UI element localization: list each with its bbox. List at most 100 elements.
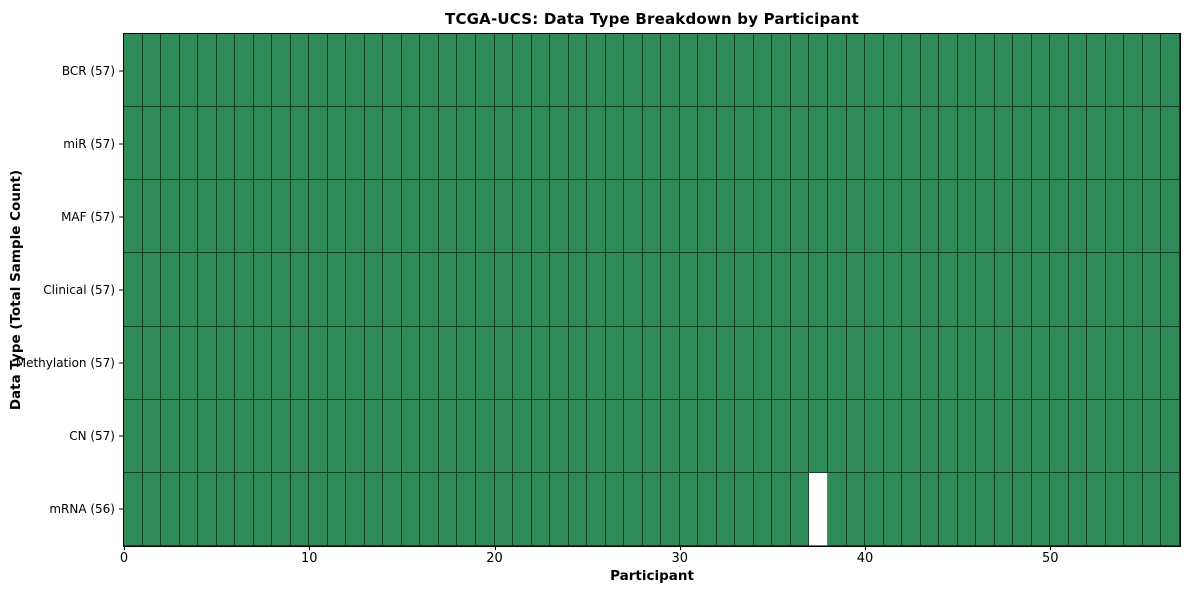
cell-BCR-p29-present [661,34,680,108]
cell-Methylation-p18-present [457,326,476,400]
cell-Methylation-p29-present [661,326,680,400]
cell-mRNA-p24-present [568,472,588,546]
cell-Methylation-p20-present [494,326,514,400]
y-tick-label-mRNA: mRNA (56) [49,502,115,517]
cell-BCR-p34-present [753,34,773,108]
y-tick-label-Clinical: Clinical (57) [43,283,115,297]
cell-MAF-p47-present [994,180,1014,254]
cell-BCR-p12-present [346,34,365,108]
cell-miR-p9-present [290,107,310,181]
cell-CN-p6-present [235,399,254,473]
cell-Clinical-p47-present [994,253,1014,327]
cell-MAF-p22-present [531,180,551,254]
cell-mRNA-p17-present [438,472,458,546]
cell-CN-p30-present [679,399,699,473]
cell-Methylation-p9-present [290,326,310,400]
cell-Methylation-p4-present [198,326,217,400]
cell-BCR-p32-present [716,34,736,108]
cell-CN-p34-present [753,399,773,473]
cell-CN-p31-present [698,399,717,473]
cell-miR-p18-present [457,107,476,181]
cell-miR-p43-present [920,107,940,181]
cell-BCR-p36-present [790,34,810,108]
cell-miR-p19-present [475,107,495,181]
cell-mRNA-p26-present [605,472,625,546]
cell-mRNA-p6-present [235,472,254,546]
cell-Methylation-p43-present [920,326,940,400]
cell-mRNA-p33-present [735,472,754,546]
cell-mRNA-p0-present [124,472,143,546]
cell-MAF-p28-present [642,180,662,254]
cell-Clinical-p54-present [1124,253,1143,327]
cell-miR-p21-present [513,107,532,181]
cell-miR-p34-present [753,107,773,181]
cell-mRNA-p10-present [309,472,328,546]
cell-mRNA-p2-present [161,472,180,546]
cell-BCR-p45-present [957,34,977,108]
cell-BCR-p38-present [827,34,847,108]
cell-Methylation-p31-present [698,326,717,400]
cell-BCR-p42-present [902,34,921,108]
x-tick-mark [124,546,125,550]
x-tick-label-30: 30 [671,551,689,566]
cell-miR-p11-present [327,107,347,181]
cell-BCR-p7-present [253,34,273,108]
cell-mRNA-p25-present [587,472,606,546]
cell-BCR-p1-present [142,34,162,108]
cell-BCR-p37-present [809,34,828,108]
cell-Clinical-p52-present [1087,253,1106,327]
cell-miR-p22-present [531,107,551,181]
cell-mRNA-p28-present [642,472,662,546]
cell-Methylation-p17-present [438,326,458,400]
cell-Clinical-p26-present [605,253,625,327]
cell-Methylation-p19-present [475,326,495,400]
cell-CN-p28-present [642,399,662,473]
cell-Clinical-p55-present [1142,253,1162,327]
cell-MAF-p29-present [661,180,680,254]
cell-miR-p37-present [809,107,828,181]
cell-CN-p48-present [1013,399,1032,473]
cell-mRNA-p11-present [327,472,347,546]
cell-Clinical-p38-present [827,253,847,327]
cell-BCR-p31-present [698,34,717,108]
cell-CN-p22-present [531,399,551,473]
cell-miR-p30-present [679,107,699,181]
cell-Clinical-p46-present [976,253,995,327]
cell-BCR-p22-present [531,34,551,108]
cell-CN-p47-present [994,399,1014,473]
cell-CN-p56-present [1161,399,1180,473]
cell-CN-p39-present [846,399,866,473]
cell-MAF-p55-present [1142,180,1162,254]
cell-Methylation-p16-present [420,326,439,400]
cell-MAF-p0-present [124,180,143,254]
cell-Methylation-p34-present [753,326,773,400]
cell-miR-p13-present [364,107,384,181]
cell-CN-p50-present [1050,399,1069,473]
cell-CN-p43-present [920,399,940,473]
cell-miR-p12-present [346,107,365,181]
cell-MAF-p36-present [790,180,810,254]
cell-MAF-p45-present [957,180,977,254]
cell-mRNA-p19-present [475,472,495,546]
cell-CN-p45-present [957,399,977,473]
cell-CN-p17-present [438,399,458,473]
cell-BCR-p6-present [235,34,254,108]
cell-Clinical-p42-present [902,253,921,327]
cell-MAF-p10-present [309,180,328,254]
cell-miR-p15-present [401,107,421,181]
cell-miR-p5-present [216,107,236,181]
cell-CN-p14-present [383,399,402,473]
cell-MAF-p7-present [253,180,273,254]
cell-BCR-p9-present [290,34,310,108]
cell-Clinical-p41-present [883,253,903,327]
cell-Clinical-p12-present [346,253,365,327]
cell-mRNA-p51-present [1068,472,1088,546]
cell-CN-p36-present [790,399,810,473]
cell-mRNA-p3-present [179,472,199,546]
cell-mRNA-p14-present [383,472,402,546]
cell-CN-p41-present [883,399,903,473]
cell-MAF-p15-present [401,180,421,254]
cell-mRNA-p35-present [772,472,791,546]
cell-MAF-p44-present [939,180,958,254]
cell-MAF-p27-present [624,180,643,254]
